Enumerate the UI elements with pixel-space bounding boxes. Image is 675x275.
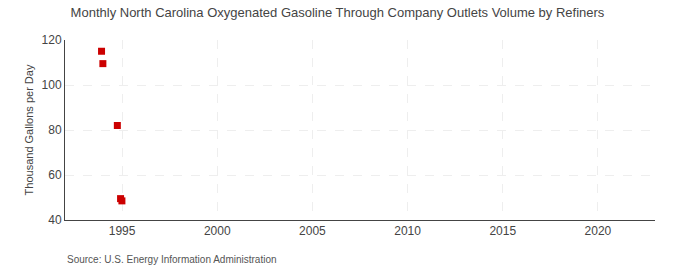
svg-text:2020: 2020: [585, 224, 612, 238]
svg-text:1995: 1995: [109, 224, 136, 238]
svg-text:2015: 2015: [489, 224, 516, 238]
svg-text:Source: U.S. Energy Informatio: Source: U.S. Energy Information Administ…: [67, 254, 277, 265]
svg-text:80: 80: [48, 123, 62, 137]
svg-text:Thousand Gallons per Day: Thousand Gallons per Day: [23, 64, 35, 195]
svg-text:Monthly North Carolina Oxygena: Monthly North Carolina Oxygenated Gasoli…: [71, 5, 605, 20]
svg-text:2010: 2010: [394, 224, 421, 238]
svg-text:120: 120: [42, 33, 62, 47]
svg-text:60: 60: [48, 168, 62, 182]
svg-text:100: 100: [42, 78, 62, 92]
svg-text:2005: 2005: [299, 224, 326, 238]
svg-text:40: 40: [48, 213, 62, 227]
svg-text:2000: 2000: [204, 224, 231, 238]
